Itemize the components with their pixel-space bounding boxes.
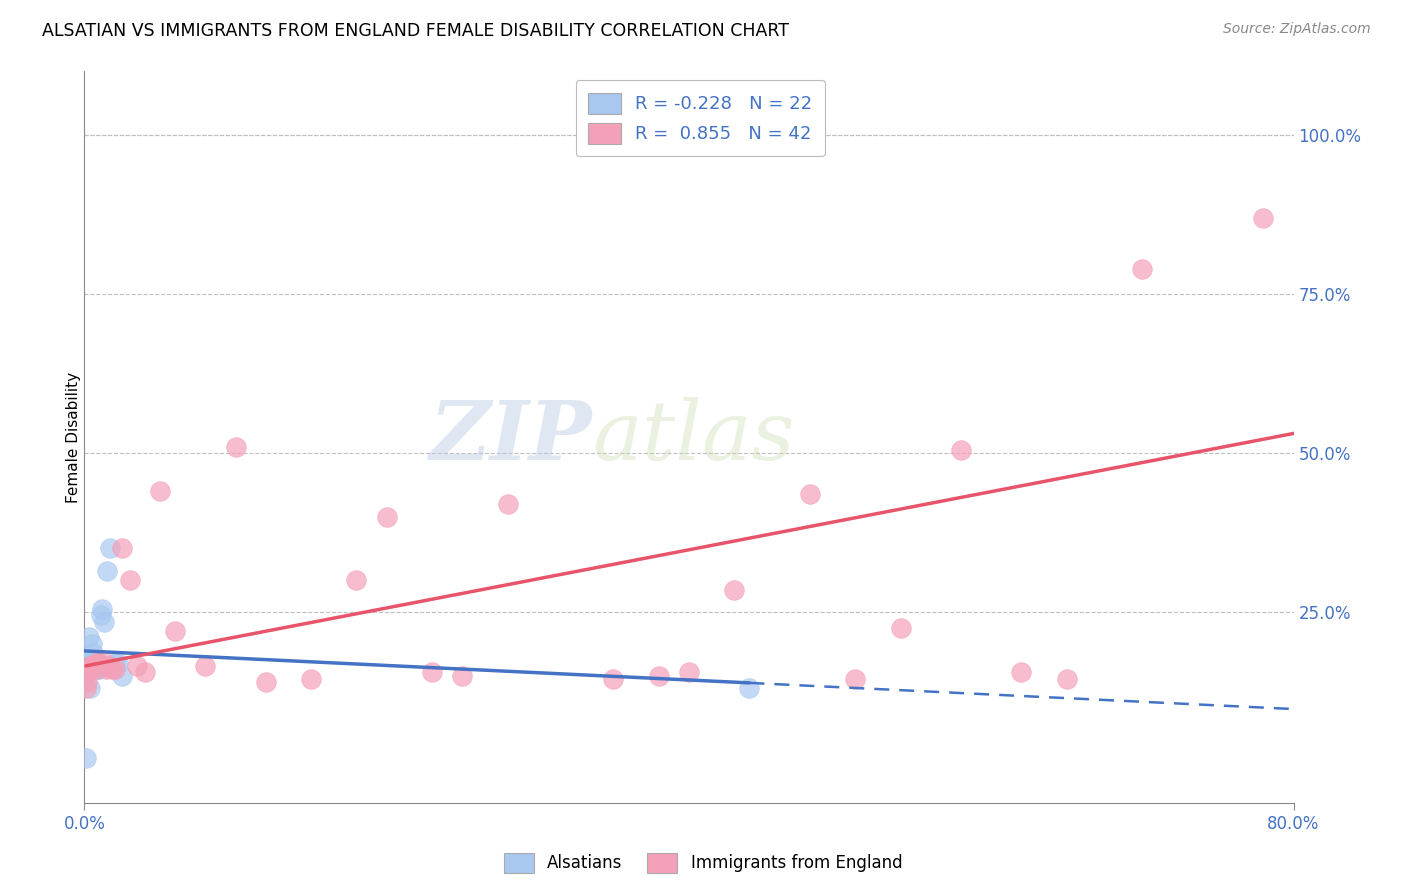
Point <box>87 662 110 676</box>
Point <box>104 662 127 676</box>
Point <box>98 541 121 556</box>
Point <box>75 681 97 696</box>
Point <box>890 621 912 635</box>
Text: ZIP: ZIP <box>430 397 592 477</box>
Point <box>77 665 100 680</box>
Point <box>165 624 187 638</box>
Legend: R = -0.228   N = 22, R =  0.855   N = 42: R = -0.228 N = 22, R = 0.855 N = 42 <box>575 80 825 156</box>
Text: Source: ZipAtlas.com: Source: ZipAtlas.com <box>1223 22 1371 37</box>
Point <box>1253 211 1275 225</box>
Point <box>254 675 277 690</box>
Legend: Alsatians, Immigrants from England: Alsatians, Immigrants from England <box>496 847 910 880</box>
Point <box>299 672 322 686</box>
Point <box>194 659 217 673</box>
Point <box>91 653 114 667</box>
Y-axis label: Female Disability: Female Disability <box>66 371 80 503</box>
Point <box>950 442 973 457</box>
Point <box>82 659 104 673</box>
Point <box>86 659 108 673</box>
Point <box>104 656 127 670</box>
Point <box>91 602 114 616</box>
Point <box>79 681 101 696</box>
Text: ALSATIAN VS IMMIGRANTS FROM ENGLAND FEMALE DISABILITY CORRELATION CHART: ALSATIAN VS IMMIGRANTS FROM ENGLAND FEMA… <box>42 22 789 40</box>
Point <box>79 659 101 673</box>
Point <box>94 662 117 676</box>
Point <box>451 668 474 682</box>
Point <box>1056 672 1078 686</box>
Point <box>79 653 101 667</box>
Point <box>134 665 156 680</box>
Point <box>496 497 519 511</box>
Point <box>107 656 129 670</box>
Point <box>89 656 111 670</box>
Point <box>84 662 107 676</box>
Point <box>86 656 108 670</box>
Point <box>93 615 115 629</box>
Point <box>1130 261 1153 276</box>
Point <box>96 564 118 578</box>
Point <box>100 662 122 676</box>
Point <box>111 541 134 556</box>
Point <box>82 646 104 660</box>
Point <box>799 487 821 501</box>
Point <box>77 631 100 645</box>
Point <box>77 662 100 676</box>
Point <box>127 659 149 673</box>
Point <box>80 637 103 651</box>
Point <box>75 751 97 765</box>
Point <box>80 659 103 673</box>
Point <box>225 440 247 454</box>
Point <box>84 653 107 667</box>
Point <box>723 582 745 597</box>
Point <box>678 665 700 680</box>
Point <box>346 573 368 587</box>
Point <box>80 659 103 673</box>
Point <box>111 668 134 682</box>
Point <box>76 675 98 690</box>
Point <box>97 659 120 673</box>
Point <box>738 681 761 696</box>
Point <box>648 668 671 682</box>
Point <box>89 662 111 676</box>
Text: atlas: atlas <box>592 397 794 477</box>
Point <box>76 665 98 680</box>
Point <box>844 672 866 686</box>
Point <box>602 672 624 686</box>
Point <box>118 573 141 587</box>
Point <box>1313 211 1336 225</box>
Point <box>149 484 172 499</box>
Point <box>90 608 112 623</box>
Point <box>420 665 443 680</box>
Point <box>375 509 398 524</box>
Point <box>1011 665 1033 680</box>
